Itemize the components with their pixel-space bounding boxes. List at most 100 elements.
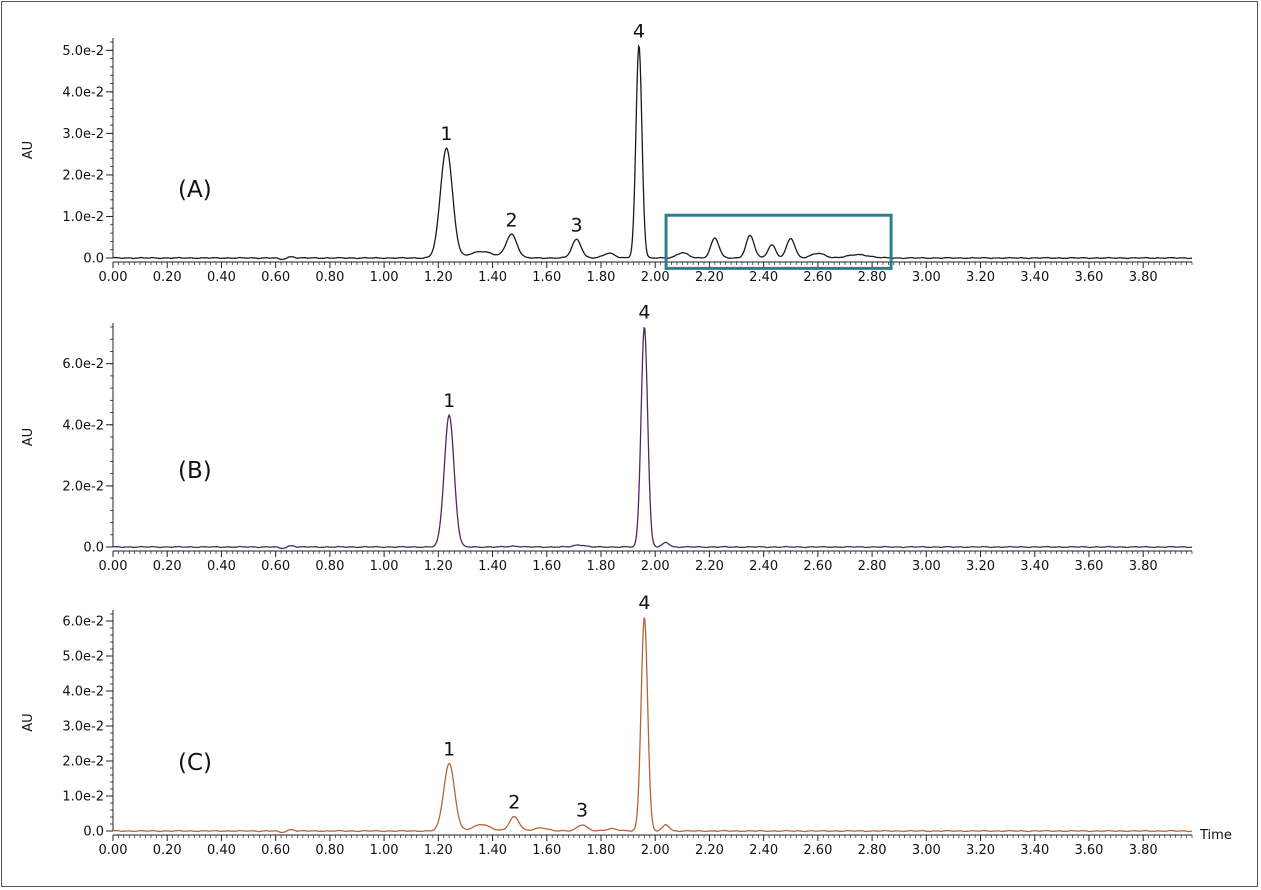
x-tick-label-c-13: 2.60 bbox=[803, 843, 832, 858]
x-tick-label-a-11: 2.20 bbox=[695, 270, 724, 285]
x-tick-label-c-19: 3.80 bbox=[1129, 843, 1158, 858]
x-tick-label-b-12: 2.40 bbox=[749, 559, 778, 574]
x-tick-label-b-11: 2.20 bbox=[695, 559, 724, 574]
peak-label-b-4: 4 bbox=[638, 301, 650, 323]
x-tick-label-a-0: 0.00 bbox=[99, 270, 128, 285]
y-tick-label-b-3: 6.0e-2 bbox=[62, 357, 104, 372]
x-tick-label-a-17: 3.40 bbox=[1020, 270, 1049, 285]
x-tick-label-c-17: 3.40 bbox=[1020, 843, 1049, 858]
y-tick-label-a-0: 0.0 bbox=[83, 252, 104, 267]
x-tick-label-b-19: 3.80 bbox=[1129, 559, 1158, 574]
x-tick-label-a-4: 0.80 bbox=[315, 270, 344, 285]
x-tick-label-b-13: 2.60 bbox=[803, 559, 832, 574]
highlight-box-a bbox=[664, 213, 893, 270]
x-tick-label-b-5: 1.00 bbox=[370, 559, 399, 574]
x-tick-label-b-18: 3.60 bbox=[1075, 559, 1104, 574]
x-tick-label-b-2: 0.40 bbox=[207, 559, 236, 574]
x-tick-label-b-3: 0.60 bbox=[261, 559, 290, 574]
x-tick-label-b-16: 3.20 bbox=[966, 559, 995, 574]
x-tick-label-c-2: 0.40 bbox=[207, 843, 236, 858]
trace-line-a bbox=[112, 44, 1193, 261]
x-tick-label-c-0: 0.00 bbox=[99, 843, 128, 858]
y-tick-label-a-3: 3.0e-2 bbox=[62, 127, 104, 142]
x-tick-label-a-8: 1.60 bbox=[532, 270, 561, 285]
x-tick-label-a-2: 0.40 bbox=[207, 270, 236, 285]
x-tick-label-a-6: 1.20 bbox=[424, 270, 453, 285]
y-tick-label-c-3: 3.0e-2 bbox=[62, 720, 104, 735]
x-tick-label-c-1: 0.20 bbox=[153, 843, 182, 858]
x-tick-label-a-3: 0.60 bbox=[261, 270, 290, 285]
x-tick-label-c-7: 1.40 bbox=[478, 843, 507, 858]
x-tick-label-b-6: 1.20 bbox=[424, 559, 453, 574]
x-tick-label-b-15: 3.00 bbox=[912, 559, 941, 574]
y-tick-label-b-2: 4.0e-2 bbox=[62, 418, 104, 433]
y-tick-label-b-1: 2.0e-2 bbox=[62, 479, 104, 494]
x-tick-label-c-9: 1.80 bbox=[587, 843, 616, 858]
x-tick-label-a-18: 3.60 bbox=[1075, 270, 1104, 285]
peak-label-a-4: 4 bbox=[633, 20, 645, 42]
peak-label-c-3: 3 bbox=[576, 800, 588, 822]
x-tick-label-c-15: 3.00 bbox=[912, 843, 941, 858]
x-tick-label-a-7: 1.40 bbox=[478, 270, 507, 285]
x-tick-label-c-8: 1.60 bbox=[532, 843, 561, 858]
x-tick-label-a-5: 1.00 bbox=[370, 270, 399, 285]
y-axis-label-a: AU bbox=[21, 141, 36, 159]
x-tick-label-c-11: 2.20 bbox=[695, 843, 724, 858]
peak-label-c-4: 4 bbox=[638, 592, 650, 614]
peak-label-c-2: 2 bbox=[508, 792, 520, 814]
x-tick-label-b-14: 2.80 bbox=[858, 559, 887, 574]
x-axis-label-c: Time bbox=[1199, 828, 1232, 843]
y-tick-label-c-4: 4.0e-2 bbox=[62, 685, 104, 700]
peak-label-a-3: 3 bbox=[571, 214, 583, 236]
panel-a: 0.0 1.0e-2 2.0e-2 3.0e-2 4.0e-2 5.0e-2 0.00 0.2… bbox=[21, 20, 1193, 285]
y-axis-label-c: AU bbox=[21, 713, 36, 731]
peak-label-a-2: 2 bbox=[505, 209, 517, 231]
y-axis-label-b: AU bbox=[21, 428, 36, 446]
x-tick-label-c-5: 1.00 bbox=[370, 843, 399, 858]
x-tick-label-c-4: 0.80 bbox=[315, 843, 344, 858]
trace-line-c bbox=[112, 617, 1193, 834]
peak-label-c-1: 1 bbox=[443, 738, 455, 760]
x-tick-label-b-8: 1.60 bbox=[532, 559, 561, 574]
x-tick-label-a-16: 3.20 bbox=[966, 270, 995, 285]
y-tick-label-a-5: 5.0e-2 bbox=[62, 44, 104, 59]
y-tick-label-c-5: 5.0e-2 bbox=[62, 650, 104, 665]
panel-label-b: (B) bbox=[178, 458, 212, 484]
x-tick-label-a-14: 2.80 bbox=[858, 270, 887, 285]
y-tick-label-a-1: 1.0e-2 bbox=[62, 210, 104, 225]
peak-label-a-1: 1 bbox=[440, 123, 452, 145]
x-tick-label-c-14: 2.80 bbox=[858, 843, 887, 858]
trace-line-b bbox=[112, 326, 1193, 550]
panel-c: 0.0 1.0e-2 2.0e-2 3.0e-2 4.0e-2 5.0e-2 6.0e-2 0… bbox=[21, 592, 1232, 858]
x-tick-label-a-12: 2.40 bbox=[749, 270, 778, 285]
x-tick-label-b-4: 0.80 bbox=[315, 559, 344, 574]
y-tick-label-b-0: 0.0 bbox=[83, 541, 104, 556]
x-tick-label-a-13: 2.60 bbox=[803, 270, 832, 285]
y-tick-label-c-0: 0.0 bbox=[83, 825, 104, 840]
x-tick-label-b-0: 0.00 bbox=[99, 559, 128, 574]
x-tick-label-c-16: 3.20 bbox=[966, 843, 995, 858]
x-tick-label-a-10: 2.00 bbox=[641, 270, 670, 285]
peak-label-b-1: 1 bbox=[443, 390, 455, 412]
x-tick-label-a-15: 3.00 bbox=[912, 270, 941, 285]
x-tick-label-a-9: 1.80 bbox=[587, 270, 616, 285]
y-tick-label-c-2: 2.0e-2 bbox=[62, 755, 104, 770]
x-tick-label-b-1: 0.20 bbox=[153, 559, 182, 574]
y-tick-label-a-4: 4.0e-2 bbox=[62, 85, 104, 100]
x-tick-label-a-1: 0.20 bbox=[153, 270, 182, 285]
panel-b: 0.0 2.0e-2 4.0e-2 6.0e-2 0.00 0.20 0.40 0.60 0.8… bbox=[21, 301, 1193, 574]
x-tick-label-c-18: 3.60 bbox=[1075, 843, 1104, 858]
x-tick-label-b-10: 2.00 bbox=[641, 559, 670, 574]
y-tick-label-c-6: 6.0e-2 bbox=[62, 615, 104, 630]
x-tick-label-c-10: 2.00 bbox=[641, 843, 670, 858]
x-tick-label-b-9: 1.80 bbox=[587, 559, 616, 574]
panel-label-a: (A) bbox=[178, 177, 212, 203]
x-tick-label-c-12: 2.40 bbox=[749, 843, 778, 858]
x-tick-label-b-7: 1.40 bbox=[478, 559, 507, 574]
x-tick-label-a-19: 3.80 bbox=[1129, 270, 1158, 285]
y-tick-label-a-2: 2.0e-2 bbox=[62, 168, 104, 183]
x-tick-label-c-6: 1.20 bbox=[424, 843, 453, 858]
